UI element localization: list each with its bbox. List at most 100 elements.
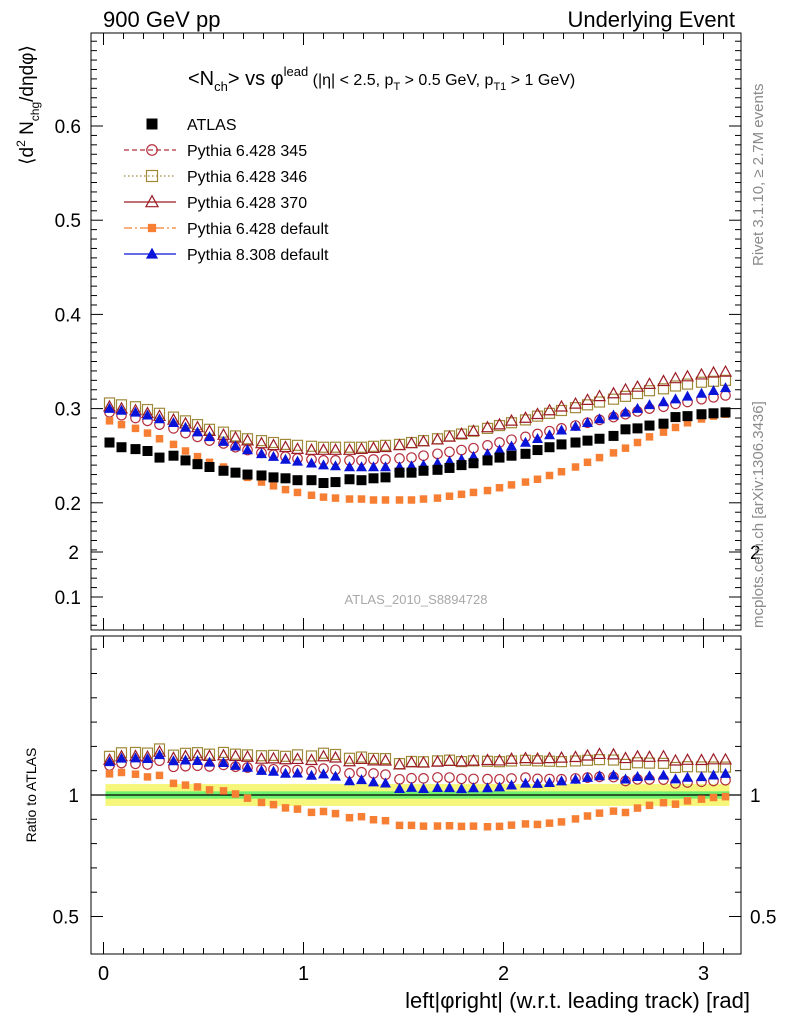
- point-pythia-6-428-370: [442, 429, 457, 442]
- point-atlas: [130, 444, 141, 455]
- ratio-point-pythia-6-428-default: [683, 797, 692, 805]
- point-pythia-6-428-default: [169, 440, 178, 449]
- point-pythia-6-428-370: [480, 420, 495, 433]
- ratio-point-pythia-8-308-default: [696, 771, 707, 782]
- point-atlas: [482, 455, 493, 466]
- ratio-point-pythia-6-428-370: [630, 749, 645, 762]
- ratio-point-pythia-6-428-default: [545, 819, 554, 827]
- point-atlas: [292, 475, 303, 486]
- ratio-point-pythia-6-428-346: [291, 749, 304, 761]
- point-pythia-6-428-default: [521, 478, 530, 486]
- legend-label-atlas: ATLAS: [187, 117, 237, 134]
- ratio-point-pythia-6-428-345: [432, 772, 443, 783]
- ratio-point-pythia-6-428-370: [480, 753, 495, 766]
- ratio-point-pythia-6-428-default: [469, 822, 478, 830]
- ratio-point-pythia-8-308-default: [104, 756, 115, 767]
- point-pythia-6-428-370: [278, 440, 293, 453]
- point-pythia-6-428-370: [694, 367, 709, 380]
- analysis-watermark: ATLAS_2010_S8894728: [345, 592, 488, 607]
- ratio-point-pythia-6-428-370: [354, 752, 369, 765]
- point-pythia-6-428-370: [304, 443, 319, 455]
- point-atlas: [204, 462, 215, 473]
- point-atlas: [230, 467, 241, 478]
- point-pythia-6-428-default: [193, 452, 202, 461]
- ratio-point-pythia-8-308-default: [658, 769, 669, 780]
- ratio-point-pythia-6-428-default: [231, 790, 240, 798]
- point-pythia-6-428-370: [618, 382, 633, 395]
- x-tick-label: 3: [698, 963, 709, 985]
- point-pythia-8-308-default: [556, 424, 567, 435]
- point-pythia-6-428-370: [492, 417, 507, 430]
- y-axis-label: ⟨d2 Nchg/dηdφ⟩: [14, 45, 42, 165]
- ratio-point-pythia-6-428-346: [669, 761, 682, 774]
- ratio-point-pythia-6-428-default: [507, 821, 516, 829]
- ratio-point-pythia-6-428-346: [255, 750, 268, 762]
- ratio-point-pythia-6-428-default: [433, 822, 442, 830]
- ratio-point-pythia-6-428-default: [369, 815, 378, 824]
- ratio-point-pythia-8-308-default: [280, 767, 291, 778]
- point-pythia-8-308-default: [356, 461, 367, 472]
- point-pythia-8-308-default: [242, 444, 253, 455]
- point-pythia-6-428-default: [155, 434, 164, 443]
- x-tick-label: 0: [98, 963, 109, 985]
- point-pythia-6-428-346: [657, 383, 670, 395]
- ratio-point-pythia-6-428-346: [379, 753, 392, 765]
- point-pythia-6-428-346: [405, 436, 418, 449]
- ratio-point-pythia-6-428-default: [709, 793, 718, 802]
- point-pythia-6-428-370: [592, 389, 607, 402]
- ratio-point-pythia-8-308-default: [356, 774, 367, 785]
- point-atlas: [306, 475, 317, 486]
- ratio-point-pythia-8-308-default: [306, 769, 317, 780]
- point-pythia-8-308-default: [368, 461, 379, 472]
- point-atlas: [356, 475, 367, 486]
- ratio-point-pythia-6-428-370: [642, 750, 657, 762]
- point-atlas: [344, 474, 355, 485]
- point-pythia-6-428-default: [533, 475, 542, 483]
- ratio-point-pythia-6-428-default: [645, 801, 654, 810]
- point-atlas: [594, 433, 605, 444]
- point-pythia-6-428-370: [542, 403, 557, 416]
- point-atlas: [544, 442, 555, 453]
- point-pythia-6-428-370: [568, 396, 583, 409]
- ratio-point-pythia-6-428-370: [656, 749, 671, 762]
- ratio-point-pythia-8-308-default: [394, 782, 405, 793]
- ratio-point-pythia-6-428-default: [243, 794, 252, 802]
- y-tick-label: 0.6: [55, 117, 81, 138]
- point-atlas: [696, 409, 707, 420]
- ratio-point-pythia-6-428-default: [495, 822, 504, 831]
- point-pythia-8-308-default: [154, 413, 165, 424]
- ratio-point-pythia-8-308-default: [130, 752, 141, 763]
- point-pythia-6-428-370: [668, 371, 683, 384]
- point-pythia-6-428-default: [545, 471, 554, 480]
- ratio-point-pythia-8-308-default: [344, 775, 355, 786]
- ratio-point-pythia-6-428-default: [319, 807, 328, 816]
- point-atlas: [268, 472, 279, 483]
- ratio-point-pythia-6-428-346: [229, 748, 242, 760]
- point-atlas: [658, 418, 669, 429]
- ratio-point-pythia-6-428-370: [492, 753, 507, 766]
- point-pythia-6-428-370: [630, 379, 645, 392]
- ratio-point-pythia-6-428-default: [169, 779, 178, 788]
- point-pythia-6-428-default: [357, 495, 366, 503]
- point-pythia-6-428-default: [671, 423, 680, 432]
- point-pythia-8-308-default: [720, 382, 731, 393]
- point-pythia-6-428-default: [469, 488, 478, 497]
- point-atlas: [394, 467, 405, 478]
- point-pythia-8-308-default: [682, 390, 693, 401]
- ratio-point-pythia-8-308-default: [168, 755, 179, 766]
- point-pythia-6-428-370: [366, 441, 381, 454]
- point-pythia-6-428-default: [495, 483, 504, 492]
- point-pythia-6-428-346: [707, 375, 720, 387]
- point-pythia-6-428-default: [331, 494, 340, 502]
- ratio-point-pythia-6-428-default: [143, 773, 152, 781]
- ratio-point-pythia-6-428-370: [530, 751, 545, 764]
- point-pythia-6-428-346: [417, 435, 430, 447]
- ratio-point-pythia-8-308-default: [670, 773, 681, 784]
- ratio-point-pythia-6-428-346: [317, 747, 330, 759]
- point-pythia-6-428-default: [507, 481, 516, 489]
- ratio-point-pythia-6-428-default: [281, 804, 290, 812]
- point-atlas: [670, 412, 681, 423]
- point-pythia-8-308-default: [168, 416, 179, 427]
- point-pythia-6-428-default: [633, 438, 642, 447]
- point-pythia-8-308-default: [620, 406, 631, 417]
